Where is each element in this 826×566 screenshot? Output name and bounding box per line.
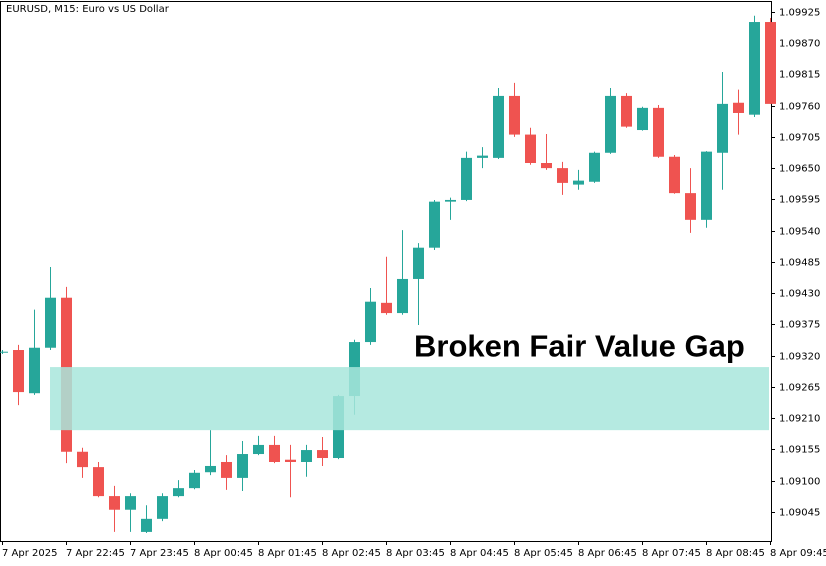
candle-body xyxy=(525,134,536,163)
candle-body xyxy=(253,444,264,455)
candle-body xyxy=(237,454,248,478)
candle-body xyxy=(269,444,280,462)
candle-body xyxy=(701,151,712,220)
candle-body xyxy=(397,278,408,314)
candle-body xyxy=(557,168,568,183)
x-tick-label: 7 Apr 22:45 xyxy=(66,548,125,559)
fvg-zone xyxy=(50,367,769,431)
candle-body xyxy=(285,459,296,462)
candle-body xyxy=(413,247,424,279)
candle-body xyxy=(621,95,632,127)
candle-body xyxy=(589,152,600,182)
y-tick-label: 1.09705 xyxy=(779,133,820,144)
candle-body xyxy=(733,102,744,113)
y-tick-label: 1.09925 xyxy=(779,8,820,19)
candle-body xyxy=(445,199,456,202)
candle-body xyxy=(221,461,232,478)
candle-body xyxy=(301,450,312,462)
annotation-label: Broken Fair Value Gap xyxy=(414,328,745,363)
x-tick-label: 8 Apr 03:45 xyxy=(386,548,445,559)
candle-body xyxy=(717,103,728,153)
candle-body xyxy=(381,302,392,314)
candle-body xyxy=(205,465,216,473)
candle-body xyxy=(77,451,88,468)
x-tick-label: 8 Apr 01:45 xyxy=(258,548,317,559)
x-tick-label: 8 Apr 05:45 xyxy=(514,548,573,559)
x-tick-label: 8 Apr 00:45 xyxy=(194,548,253,559)
candle-body xyxy=(29,347,40,394)
y-tick-label: 1.09100 xyxy=(779,477,820,488)
candle-body xyxy=(141,518,152,532)
y-tick-label: 1.09595 xyxy=(779,195,820,206)
x-tick-label: 8 Apr 07:45 xyxy=(642,548,701,559)
candle-body xyxy=(461,157,472,200)
x-tick-label: 7 Apr 2025 xyxy=(2,548,57,559)
candle-body xyxy=(493,95,504,158)
y-tick-label: 1.09155 xyxy=(779,445,820,456)
chart-title: EURUSD, M15: Euro vs US Dollar xyxy=(6,4,170,15)
y-tick-label: 1.09430 xyxy=(779,289,820,300)
y-tick-label: 1.09540 xyxy=(779,227,820,238)
candle-body xyxy=(13,350,24,393)
y-tick-label: 1.09815 xyxy=(779,70,820,81)
candle-body xyxy=(429,201,440,248)
candle-body xyxy=(125,496,136,510)
candle-body xyxy=(189,472,200,489)
candle-body xyxy=(173,488,184,497)
candle-body xyxy=(749,22,760,115)
candle-body xyxy=(509,95,520,135)
candle-body xyxy=(93,467,104,497)
y-tick-label: 1.09265 xyxy=(779,383,820,394)
x-tick-label: 8 Apr 06:45 xyxy=(578,548,637,559)
y-tick-label: 1.09375 xyxy=(779,320,820,331)
y-tick-label: 1.09650 xyxy=(779,164,820,175)
candle-body xyxy=(669,156,680,194)
x-tick-label: 7 Apr 23:45 xyxy=(130,548,189,559)
candle-body xyxy=(45,297,56,348)
y-tick-label: 1.09320 xyxy=(779,352,820,363)
candle-body xyxy=(365,301,376,343)
candle-body xyxy=(605,95,616,153)
candle-body xyxy=(317,450,328,459)
y-tick-label: 1.09045 xyxy=(779,508,820,519)
candle-body xyxy=(477,155,488,158)
candle-body xyxy=(637,107,648,131)
candle-body xyxy=(765,22,776,104)
x-tick-label: 8 Apr 02:45 xyxy=(322,548,381,559)
candle-body xyxy=(573,180,584,185)
candle-body xyxy=(653,107,664,157)
x-tick-label: 8 Apr 04:45 xyxy=(450,548,509,559)
y-tick-label: 1.09485 xyxy=(779,258,820,269)
x-tick-label: 8 Apr 08:45 xyxy=(706,548,765,559)
candle-body xyxy=(541,163,552,169)
candle-body xyxy=(157,496,168,519)
y-tick-label: 1.09870 xyxy=(779,39,820,50)
y-tick-label: 1.09210 xyxy=(779,414,820,425)
candle-body xyxy=(0,351,8,353)
y-tick-label: 1.09760 xyxy=(779,102,820,113)
candle-body xyxy=(685,193,696,220)
candle-body xyxy=(109,496,120,510)
x-tick-label: 8 Apr 09:45 xyxy=(770,548,826,559)
